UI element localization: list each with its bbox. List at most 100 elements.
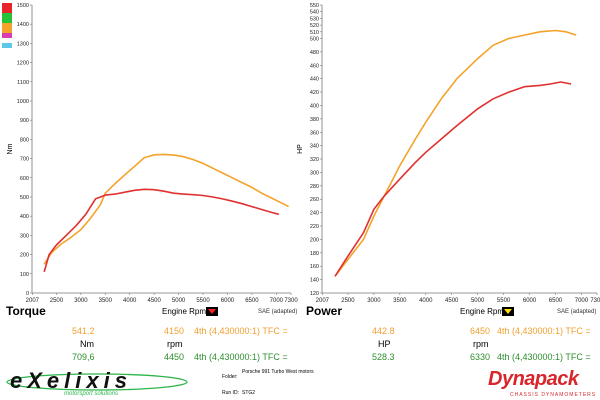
exelixis-tagline: motorsport solutions xyxy=(64,391,119,397)
torque-green-value: 709,6 xyxy=(72,352,95,362)
power-y-tick-label: 520 xyxy=(310,23,319,29)
power-y-axis-label: HP xyxy=(297,144,304,154)
torque-unit: Nm xyxy=(80,339,94,349)
power-rpm-unit: rpm xyxy=(473,339,489,349)
torque-x-tick-label: 3000 xyxy=(74,298,88,304)
power-x-tick-label: 6500 xyxy=(549,298,563,304)
torque-y-tick-label: 1300 xyxy=(17,41,29,47)
power-x-tick-label: 3000 xyxy=(367,298,381,304)
torque-x-tick-label: 3500 xyxy=(99,298,113,304)
torque-y-tick-label: 1400 xyxy=(17,22,29,28)
power-x-tick-label: 2500 xyxy=(341,298,355,304)
torque-green-gear: 4th (4,430000:1) TFC = xyxy=(194,352,288,362)
power-y-tick-label: 300 xyxy=(310,170,319,176)
torque-x-tick-label: 6000 xyxy=(221,298,235,304)
power-x-tick-label: 5000 xyxy=(471,298,485,304)
power-y-tick-label: 480 xyxy=(310,50,319,56)
power-section-title: Power xyxy=(306,304,343,318)
torque-y-tick-label: 300 xyxy=(20,233,29,239)
torque-y-tick-label: 400 xyxy=(20,214,29,220)
torque-x-tick-label: 2500 xyxy=(50,298,64,304)
torque-y-tick-label: 600 xyxy=(20,176,29,182)
power-x-tick-label: 7000 xyxy=(575,298,589,304)
torque-sae-note: SAE (adapted) xyxy=(258,309,298,315)
power-y-tick-label: 420 xyxy=(310,90,319,96)
run-id-value: STG2 xyxy=(242,390,256,396)
power-sae-note: SAE (adapted) xyxy=(557,309,597,315)
torque-rpm-cursor-button[interactable] xyxy=(206,307,218,316)
power-y-tick-label: 400 xyxy=(310,103,319,109)
power-y-tick-label: 160 xyxy=(310,264,319,270)
run-id-label: Run ID: xyxy=(222,390,239,396)
torque-y-tick-label: 0 xyxy=(26,291,29,297)
torque-y-tick-label: 100 xyxy=(20,272,29,278)
torque-x-tick-label: 6500 xyxy=(245,298,259,304)
power-x-tick-label: 2007 xyxy=(316,298,330,304)
legend-swatch[interactable] xyxy=(2,13,12,23)
torque-y-tick-label: 1200 xyxy=(17,61,29,67)
power-y-tick-label: 220 xyxy=(310,224,319,230)
legend-swatch[interactable] xyxy=(2,23,12,33)
legend-swatch[interactable] xyxy=(2,3,12,13)
torque-section-title: Torque xyxy=(6,304,46,318)
power-series-0-line xyxy=(334,29,577,277)
cursor-down-icon xyxy=(504,309,512,314)
torque-x-tick-label: 7000 xyxy=(270,298,284,304)
power-x-tick-label: 3500 xyxy=(393,298,407,304)
torque-orange-gear: 4th (4,430000:1) TFC = xyxy=(194,326,288,336)
power-y-tick-label: 540 xyxy=(310,10,319,16)
power-y-tick-label: 380 xyxy=(310,117,319,123)
power-y-tick-label: 200 xyxy=(310,237,319,243)
dynapack-logo: Dynapack CHASSIS DYNAMOMETERS xyxy=(488,368,598,400)
power-y-tick-label: 320 xyxy=(310,157,319,163)
torque-series-0-line xyxy=(43,153,289,265)
torque-y-tick-label: 700 xyxy=(20,157,29,163)
torque-chart: 0 100 200 300 400 500 600 700 800 900 1000 1100 1200… xyxy=(7,3,298,304)
power-y-tick-label: 460 xyxy=(310,63,319,69)
power-x-tick-label: 4500 xyxy=(445,298,459,304)
legend-swatch[interactable] xyxy=(2,43,12,48)
power-orange-rpm: 6450 xyxy=(470,326,491,336)
exelixis-logo-mark xyxy=(6,373,188,391)
torque-x-tick-label: 5500 xyxy=(196,298,210,304)
power-x-tick-label: 6000 xyxy=(523,298,537,304)
power-x-axis-label: Engine Rpm xyxy=(460,307,505,316)
torque-x-axis-label: Engine Rpm xyxy=(162,307,207,316)
power-y-tick-label: 240 xyxy=(310,211,319,217)
torque-x-tick-label: 5000 xyxy=(172,298,186,304)
power-x-tick-label: 7300 xyxy=(590,298,600,304)
exelixis-logo: eXelixis motorsport solutions xyxy=(4,368,190,399)
power-y-tick-label: 500 xyxy=(310,36,319,42)
power-y-tick-label: 340 xyxy=(310,144,319,150)
torque-orange-rpm: 4150 xyxy=(164,326,185,336)
power-y-tick-label: 120 xyxy=(310,291,319,297)
power-series-1-line xyxy=(334,81,572,277)
power-y-tick-label: 550 xyxy=(310,3,319,9)
torque-rpm-unit: rpm xyxy=(167,339,183,349)
torque-y-axis-label: Nm xyxy=(7,143,14,154)
power-y-tick-label: 140 xyxy=(310,278,319,284)
car-name: Porsche 991 Turbo West motors xyxy=(242,369,314,375)
power-chart: 120 140 160 180 200 220 240 260 280 300 320 340 360 3… xyxy=(297,3,600,304)
power-orange-gear: 4th (4,430000:1) TFC = xyxy=(497,326,591,336)
power-y-tick-label: 180 xyxy=(310,251,319,257)
dynapack-wordmark: Dynapack xyxy=(488,368,579,390)
torque-y-tick-label: 800 xyxy=(20,137,29,143)
cursor-down-icon xyxy=(208,309,216,314)
power-orange-value: 442.8 xyxy=(372,326,395,336)
power-x-tick-label: 5500 xyxy=(497,298,511,304)
power-unit: HP xyxy=(378,339,391,349)
power-y-tick-label: 530 xyxy=(310,16,319,22)
torque-x-tick-label: 2007 xyxy=(26,298,40,304)
power-green-value: 528.3 xyxy=(372,352,395,362)
torque-green-rpm: 4450 xyxy=(164,352,185,362)
torque-x-tick-label: 7300 xyxy=(284,298,298,304)
power-y-tick-label: 260 xyxy=(310,197,319,203)
power-rpm-cursor-button[interactable] xyxy=(502,307,514,316)
power-y-tick-label: 440 xyxy=(310,77,319,83)
power-y-tick-label: 360 xyxy=(310,130,319,136)
power-green-rpm: 6330 xyxy=(470,352,491,362)
legend-swatch[interactable] xyxy=(2,33,12,38)
power-x-tick-label: 4000 xyxy=(419,298,433,304)
